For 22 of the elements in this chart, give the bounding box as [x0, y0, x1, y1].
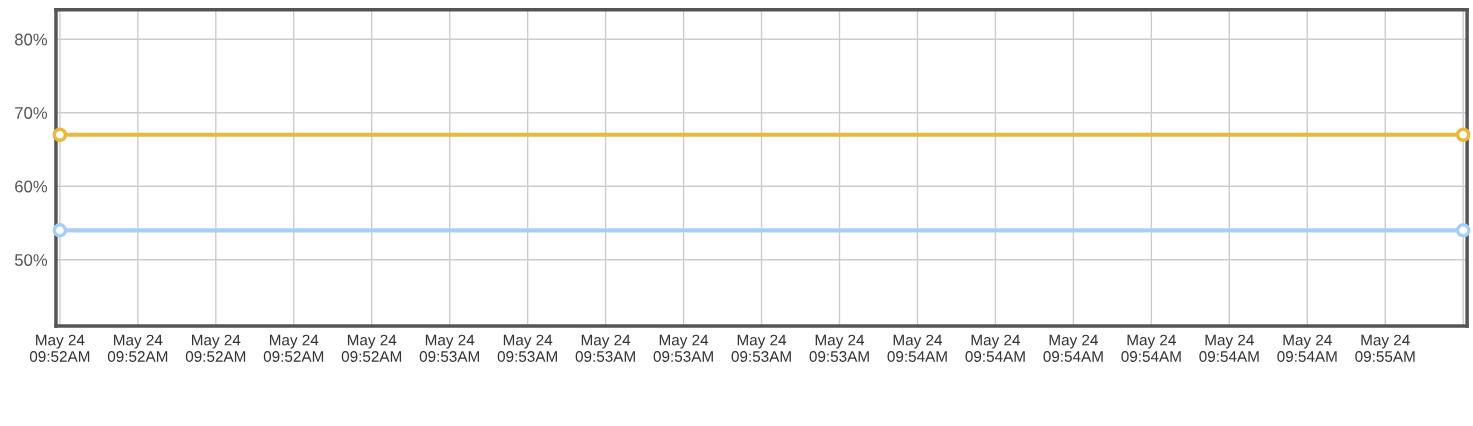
x-tick-label: May 24 09:53AM: [575, 334, 635, 362]
x-tick-label: May 24 09:52AM: [263, 334, 324, 362]
x-tick-label: May 24 09:52AM: [185, 334, 246, 362]
y-tick-label: 80%: [15, 33, 48, 46]
y-tick-label: 60%: [15, 180, 48, 193]
x-tick-label: May 24 09:54AM: [1277, 334, 1337, 362]
x-tick-label: May 24 09:53AM: [497, 334, 557, 362]
x-tick-label: May 24 09:53AM: [419, 334, 480, 362]
x-tick-label: May 24 09:55AM: [1355, 334, 1415, 362]
x-tick-label: May 24 09:52AM: [341, 334, 402, 362]
x-tick-label: May 24 09:54AM: [1121, 334, 1181, 362]
x-tick-label: May 24 09:52AM: [29, 334, 90, 362]
x-tick-label: May 24 09:53AM: [809, 334, 869, 362]
x-tick-label: May 24 09:54AM: [965, 334, 1025, 362]
x-tick-label: May 24 09:52AM: [107, 334, 168, 362]
x-tick-label: May 24 09:54AM: [1199, 334, 1259, 362]
x-tick-label: May 24 09:54AM: [1043, 334, 1103, 362]
x-tick-label: May 24 09:53AM: [653, 334, 713, 362]
x-tick-label: May 24 09:53AM: [731, 334, 791, 362]
x-tick-label: May 24 09:54AM: [887, 334, 947, 362]
y-tick-label: 70%: [15, 107, 48, 119]
y-tick-label: 50%: [14, 254, 48, 266]
